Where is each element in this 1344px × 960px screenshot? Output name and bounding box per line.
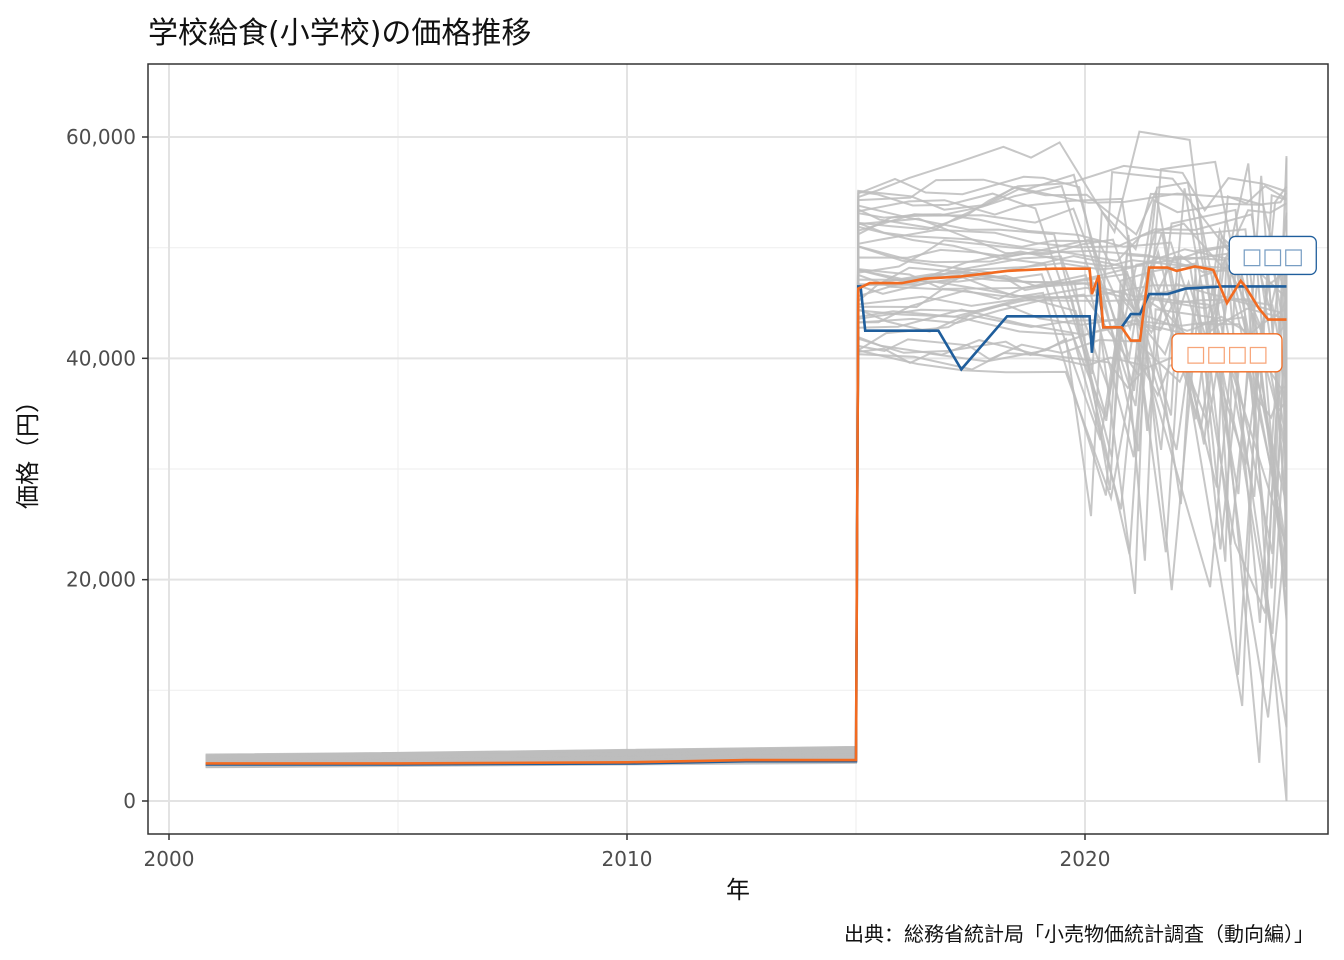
background-series-line: [205, 173, 1288, 764]
background-series-line: [205, 307, 1288, 764]
background-series-line: [205, 240, 1288, 761]
background-series-line: [205, 309, 1288, 757]
y-tick-label: 40,000: [66, 346, 136, 370]
chart-title: 学校給食(小学校)の価格推移: [148, 16, 532, 51]
chart-caption: 出典：総務省統計局「小売物価統計調査（動向編）」: [844, 922, 1314, 946]
x-tick-label: 2020: [1060, 847, 1111, 871]
y-axis-title: 価格（円）: [14, 389, 42, 509]
background-series-line: [205, 322, 1288, 768]
series-label: □□□: [1228, 235, 1317, 276]
background-series-line: [205, 335, 1288, 765]
y-tick-label: 60,000: [66, 125, 136, 149]
major-gridlines: [148, 64, 1328, 834]
x-axis-title: 年: [726, 876, 750, 904]
background-series-line: [205, 276, 1288, 760]
background-series-line: [205, 157, 1288, 762]
series-label: □□□□: [1171, 333, 1283, 373]
background-series-line: [205, 255, 1288, 768]
background-series-line: [205, 303, 1288, 768]
background-series-line: [205, 163, 1288, 766]
background-series-line: [205, 184, 1288, 764]
series-line: [205, 265, 1287, 765]
background-series-line: [205, 228, 1288, 757]
background-series-line: [205, 250, 1288, 764]
minor-gridlines: [148, 64, 1328, 834]
y-tick-label: 20,000: [66, 568, 136, 592]
x-tick-label: 2010: [602, 847, 653, 871]
series-label-box: [1171, 333, 1283, 373]
background-series-group: [205, 130, 1288, 802]
background-series-line: [205, 213, 1288, 763]
background-series-line: [205, 202, 1288, 764]
series-label-box: [1228, 235, 1317, 276]
series-label-text: □□□: [1242, 244, 1304, 269]
y-tick-label: 0: [123, 789, 136, 813]
panel-border: [147, 63, 1329, 835]
x-tick-label: 2000: [144, 847, 195, 871]
series-label-text: □□□□: [1185, 342, 1268, 367]
